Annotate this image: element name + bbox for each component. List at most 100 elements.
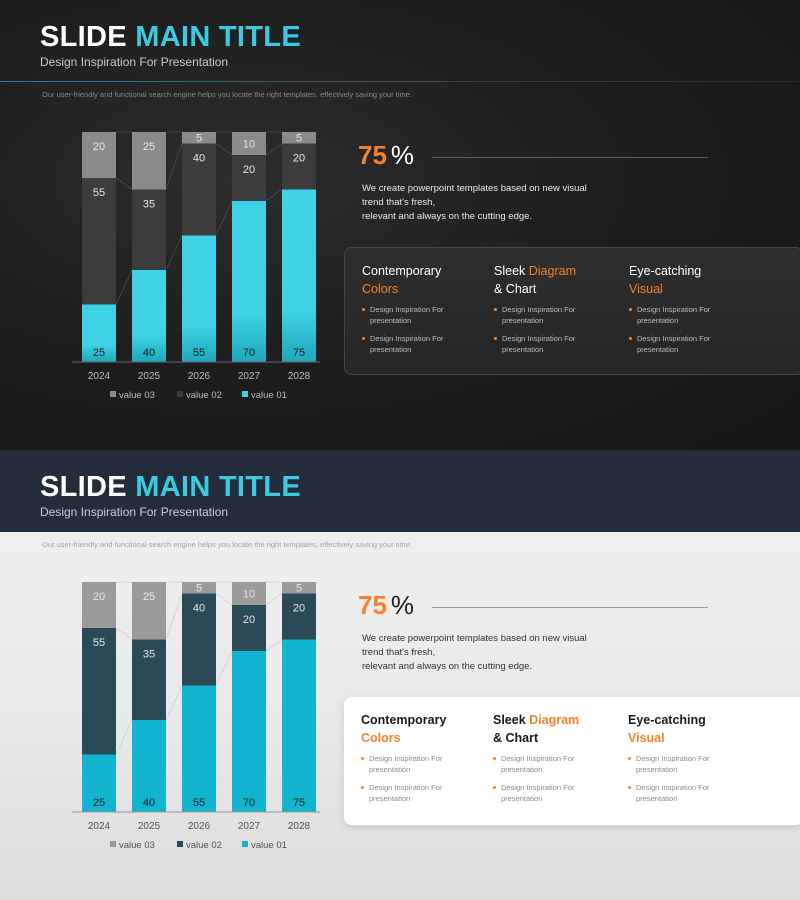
feature-title: Sleek Diagram & Chart — [494, 262, 614, 298]
connector-line — [265, 639, 283, 652]
bar-segment — [232, 605, 266, 651]
data-label: 20 — [93, 141, 105, 153]
x-tick-label: 2026 — [188, 821, 211, 832]
feature-title-highlight: Colors — [361, 731, 401, 745]
x-tick-label: 2025 — [138, 371, 161, 382]
x-tick-label: 2025 — [138, 821, 161, 832]
bullet-dot — [362, 337, 365, 340]
connector-line — [115, 269, 133, 305]
slide-dark: SLIDE MAIN TITLE Design Inspiration For … — [0, 0, 800, 450]
bar-segment — [82, 582, 116, 628]
data-label: 55 — [93, 637, 105, 649]
bar-segment — [282, 132, 316, 144]
feature-title-line: Eye-catching — [629, 264, 702, 278]
feature-title-highlight: Visual — [628, 731, 665, 745]
connector-line — [265, 143, 283, 156]
data-label: 20 — [293, 153, 305, 165]
feature-column: Eye-catching Visual Design Inspiration F… — [629, 262, 749, 362]
legend-label: value 03 — [119, 840, 155, 851]
x-tick-label: 2027 — [238, 371, 261, 382]
legend-label: value 03 — [119, 390, 155, 401]
legend-swatch — [242, 841, 248, 847]
data-label: 35 — [143, 199, 155, 211]
data-label: 5 — [196, 583, 202, 595]
data-label: 5 — [296, 583, 302, 595]
bar-segment — [82, 754, 116, 812]
feature-column: Eye-catching Visual Design Inspiration F… — [628, 711, 748, 811]
bar-segment — [282, 582, 316, 594]
bar-segment — [132, 132, 166, 190]
legend-swatch — [177, 391, 183, 397]
bullet-item: Design Inspiration For presentation — [361, 782, 461, 804]
bullet-text: Design Inspiration For presentation — [502, 305, 576, 325]
bullet-item: Design Inspiration For presentation — [361, 753, 461, 775]
feature-card: Contemporary Colors Design Inspiration F… — [344, 697, 800, 825]
title-part-2: MAIN TITLE — [135, 21, 301, 53]
feature-title-line: & Chart — [493, 731, 539, 745]
feature-column: Sleek Diagram & Chart Design Inspiration… — [493, 711, 613, 811]
bullet-text: Design Inspiration For presentation — [369, 783, 443, 803]
bullet-text: Design Inspiration For presentation — [370, 305, 444, 325]
data-label: 40 — [143, 347, 155, 359]
bullet-item: Design Inspiration For presentation — [494, 304, 594, 326]
connector-line — [165, 685, 183, 721]
feature-title-line: Sleek — [494, 264, 529, 278]
body-line: trend that's fresh, — [362, 647, 436, 658]
bullet-item: Design Inspiration For presentation — [628, 782, 728, 804]
bar-segment — [132, 582, 166, 640]
bullet-text: Design Inspiration For presentation — [636, 754, 710, 774]
x-tick-label: 2028 — [288, 821, 311, 832]
bullet-item: Design Inspiration For presentation — [493, 753, 593, 775]
slide-light: SLIDE MAIN TITLE Design Inspiration For … — [0, 450, 800, 900]
slide-title: SLIDE MAIN TITLE — [40, 470, 301, 504]
data-label: 25 — [93, 797, 105, 809]
data-label: 70 — [243, 797, 255, 809]
bullet-item: Design Inspiration For presentation — [628, 753, 728, 775]
data-label: 5 — [296, 133, 302, 145]
legend-swatch — [242, 391, 248, 397]
stat-display: 75% — [358, 140, 414, 171]
stat-symbol: % — [390, 590, 415, 620]
bullet-item: Design Inspiration For presentation — [493, 782, 593, 804]
connector-line — [215, 200, 233, 236]
bullet-dot — [493, 786, 496, 789]
bullet-text: Design Inspiration For presentation — [369, 754, 443, 774]
data-label: 20 — [293, 603, 305, 615]
bar-segment — [132, 270, 166, 362]
data-label: 75 — [293, 347, 305, 359]
stat-value: 75 — [358, 590, 387, 620]
connector-line — [115, 719, 133, 755]
connector-line — [265, 189, 283, 202]
body-line: relevant and always on the cutting edge. — [362, 211, 533, 222]
bar-segment — [232, 201, 266, 362]
stat-symbol: % — [390, 140, 415, 170]
feature-title-line: & Chart — [494, 282, 537, 296]
legend-swatch — [177, 841, 183, 847]
feature-title: Eye-catching Visual — [628, 711, 748, 747]
data-label: 25 — [93, 347, 105, 359]
bullet-item: Design Inspiration For presentation — [629, 304, 729, 326]
data-label: 20 — [93, 591, 105, 603]
x-tick-label: 2024 — [88, 821, 111, 832]
bar-segment — [282, 593, 316, 640]
bar-segment — [182, 143, 216, 236]
feature-title-line: Contemporary — [362, 264, 442, 278]
bar-segment — [232, 651, 266, 812]
feature-title: Sleek Diagram & Chart — [493, 711, 613, 747]
bullet-dot — [494, 308, 497, 311]
legend-label: value 01 — [251, 390, 287, 401]
bar-segment — [182, 685, 216, 812]
feature-column: Sleek Diagram & Chart Design Inspiration… — [494, 262, 614, 362]
legend-swatch — [110, 391, 116, 397]
bullet-text: Design Inspiration For presentation — [370, 334, 444, 354]
body-line: We create powerpoint templates based on … — [362, 183, 587, 194]
bullet-text: Design Inspiration For presentation — [636, 783, 710, 803]
data-label: 55 — [193, 347, 205, 359]
bullet-dot — [361, 786, 364, 789]
slide-header: SLIDE MAIN TITLE Design Inspiration For … — [0, 0, 800, 82]
feature-title: Contemporary Colors — [362, 262, 482, 298]
body-line: relevant and always on the cutting edge. — [362, 661, 533, 672]
data-label: 5 — [196, 133, 202, 145]
feature-column: Contemporary Colors Design Inspiration F… — [361, 711, 481, 811]
bar-segment — [182, 582, 216, 594]
